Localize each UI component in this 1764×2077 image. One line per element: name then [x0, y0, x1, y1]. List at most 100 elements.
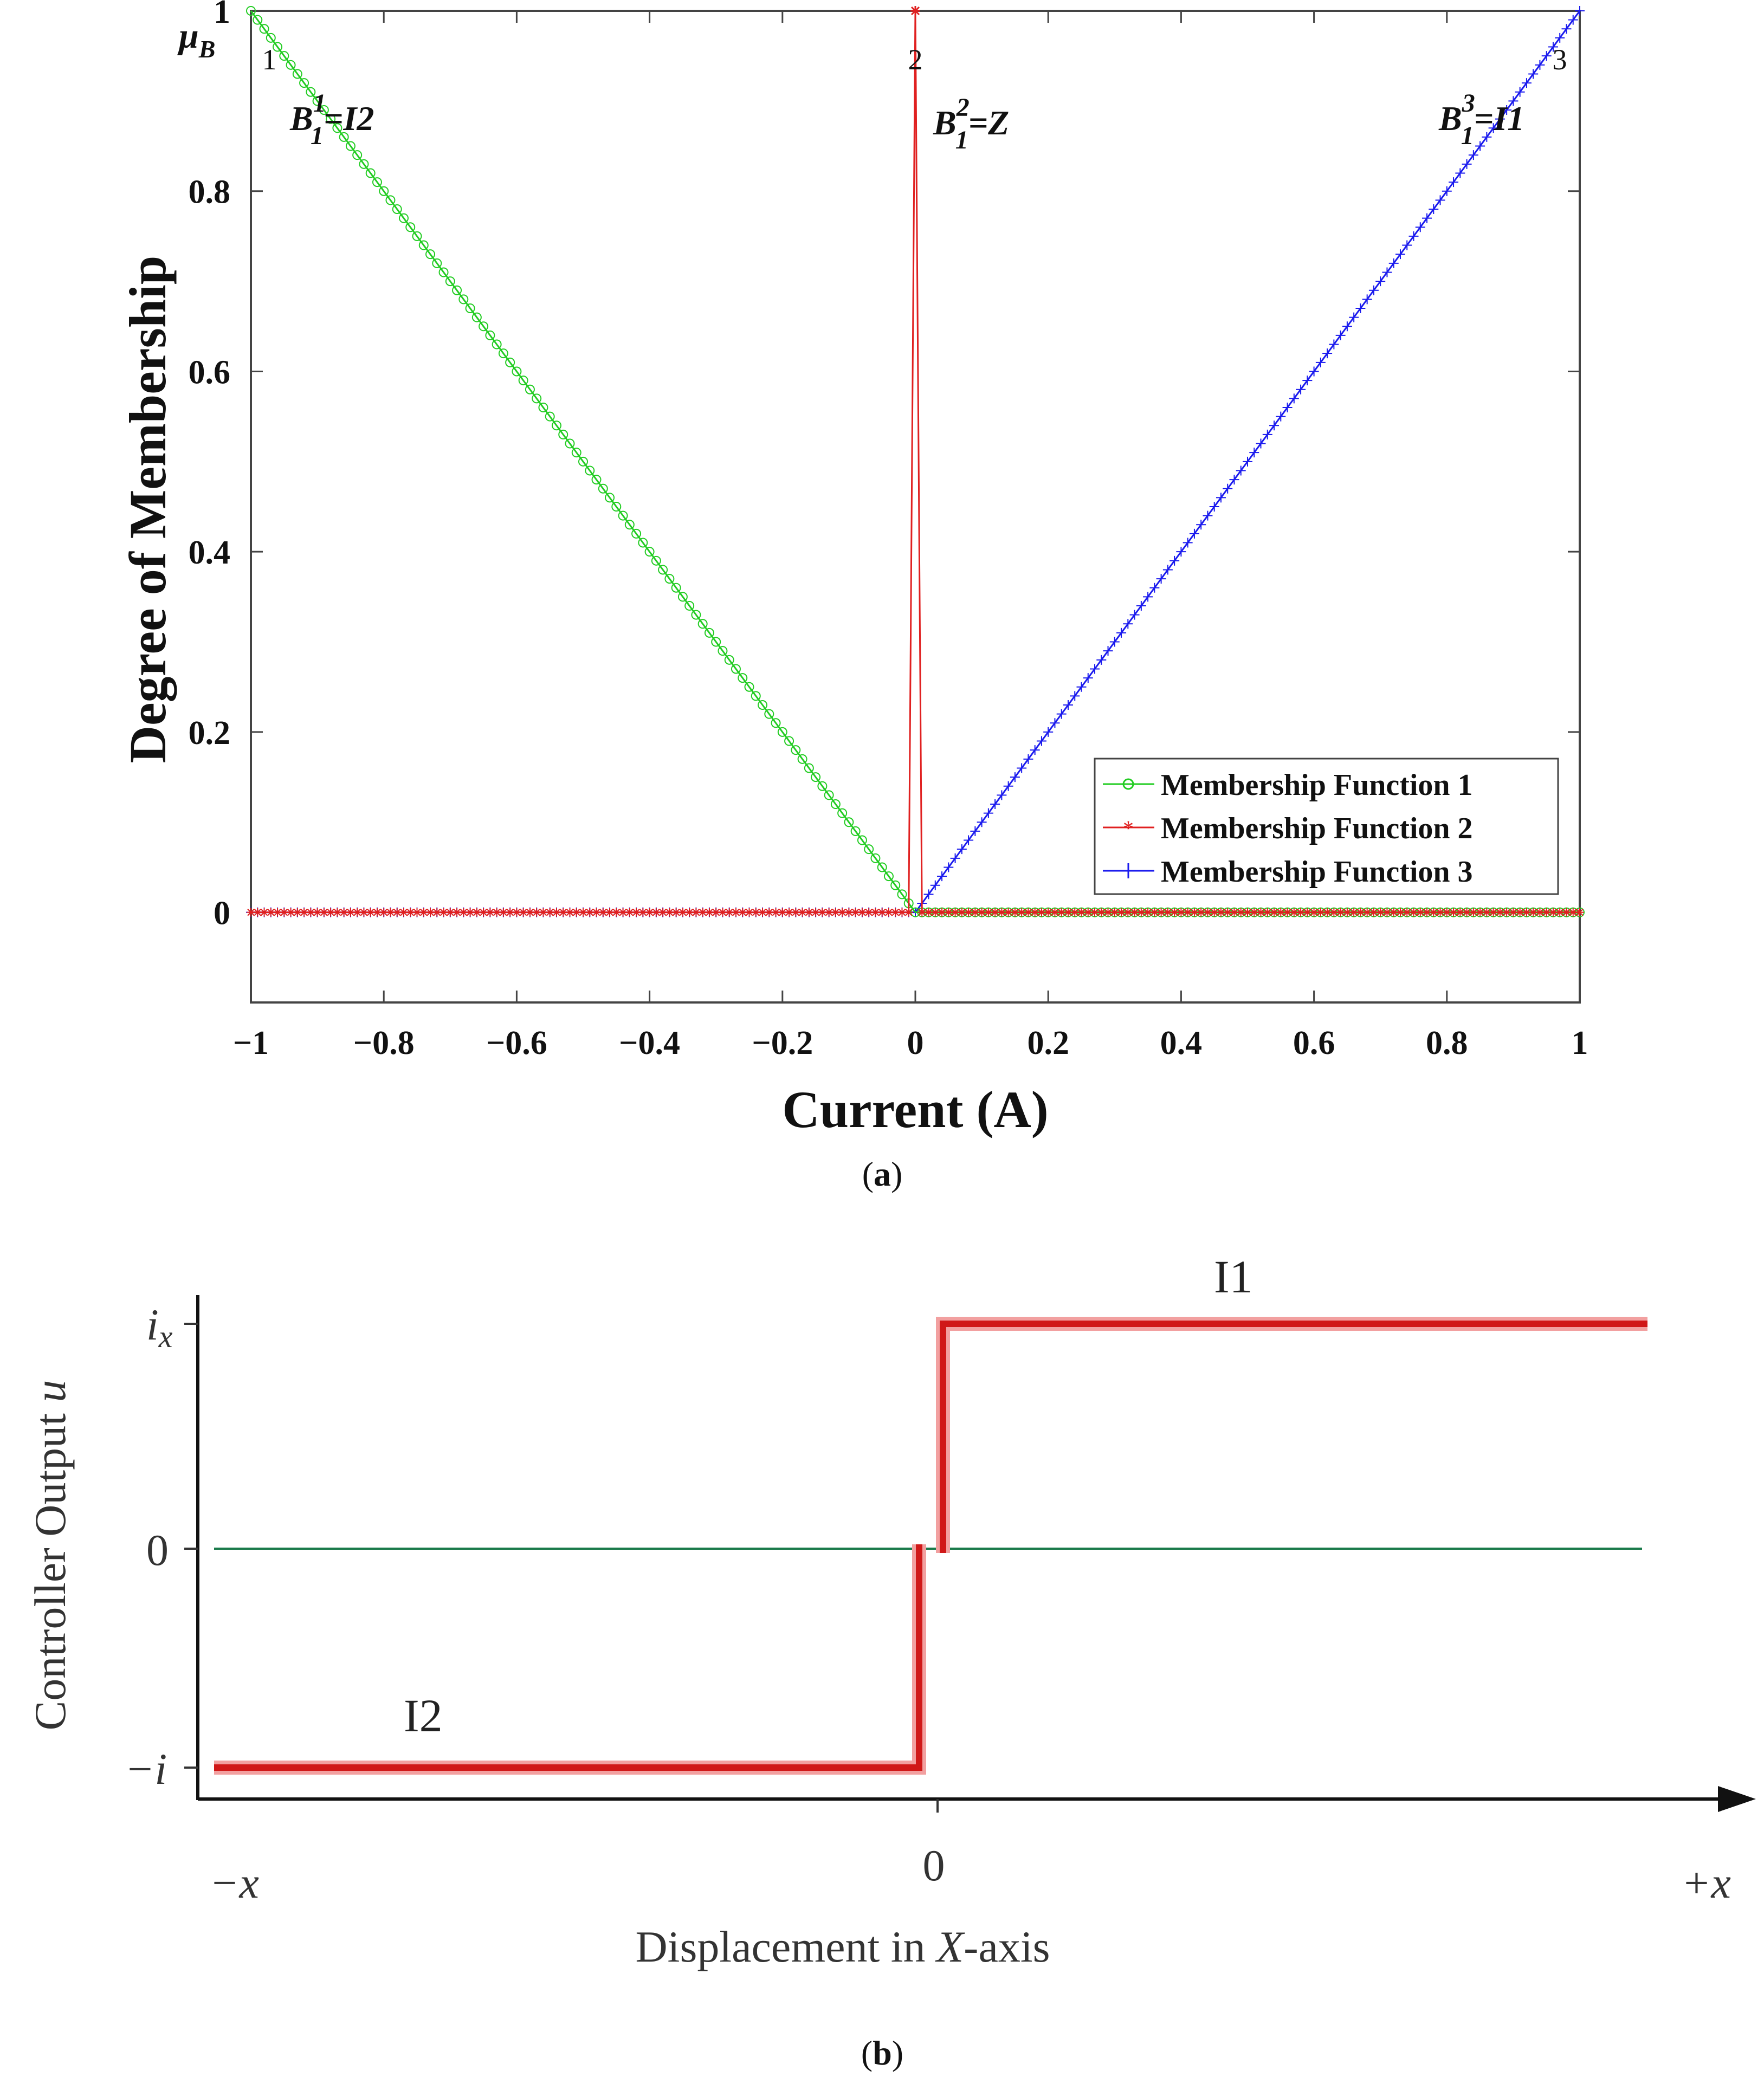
- a-marker-star: [864, 908, 874, 917]
- a-marker-star: [698, 908, 707, 917]
- a-marker-plus: [937, 871, 947, 882]
- a-marker-star: [419, 908, 428, 917]
- a-xtick-label: −1: [233, 1025, 269, 1062]
- a-legend-marker-circle-icon: [1122, 778, 1134, 790]
- a-marker-circle: [385, 195, 396, 205]
- a-marker-circle: [306, 87, 316, 97]
- a-marker-star: [300, 908, 309, 917]
- a-marker-circle: [432, 258, 442, 268]
- a-marker-star: [1395, 908, 1405, 917]
- a-marker-star: [1270, 908, 1279, 917]
- a-legend-label-1: Membership Function 1: [1161, 768, 1473, 802]
- a-marker-star: [386, 908, 395, 917]
- a-marker-plus: [1129, 610, 1140, 620]
- a-marker-star: [346, 908, 355, 917]
- a-marker-plus: [1043, 727, 1054, 737]
- a-marker-star: [359, 908, 369, 917]
- a-marker-star: [453, 908, 462, 917]
- a-marker-star: [1090, 908, 1100, 917]
- a-marker-plus: [1495, 114, 1505, 124]
- a-marker-circle: [392, 204, 402, 214]
- a-marker-circle: [811, 772, 821, 782]
- a-xtick-label: 0: [907, 1025, 924, 1062]
- a-marker-star: [1522, 908, 1531, 917]
- a-marker-plus: [1368, 285, 1379, 295]
- a-marker-star: [1303, 908, 1312, 917]
- a-marker-circle: [691, 610, 701, 620]
- a-marker-plus: [1482, 132, 1492, 142]
- a-marker-circle: [624, 520, 635, 530]
- a-marker-plus: [1329, 339, 1339, 350]
- a-marker-star: [612, 908, 621, 917]
- a-marker-star: [1442, 908, 1451, 917]
- a-marker-star: [432, 908, 442, 917]
- a-marker-circle: [658, 565, 668, 575]
- a-marker-star: [778, 908, 787, 917]
- a-marker-plus: [1269, 420, 1280, 431]
- a-marker-plus: [1209, 502, 1219, 512]
- a-marker-circle: [751, 691, 761, 701]
- a-marker-plus: [983, 808, 993, 818]
- a-marker-plus: [1535, 60, 1545, 70]
- a-marker-circle: [286, 60, 296, 70]
- a-marker-plus: [930, 880, 940, 890]
- a-marker-star: [811, 908, 820, 917]
- a-marker-circle: [312, 96, 322, 106]
- a-marker-star: [1050, 908, 1059, 917]
- a-marker-plus: [1555, 33, 1565, 43]
- a-marker-plus: [1010, 772, 1020, 782]
- a-marker-plus: [1156, 574, 1166, 584]
- a-marker-star: [1150, 908, 1159, 917]
- a-marker-star: [1476, 908, 1485, 917]
- a-marker-circle: [465, 303, 475, 313]
- a-marker-plus: [1249, 448, 1259, 458]
- a-marker-star: [1502, 908, 1511, 917]
- a-marker-star: [579, 908, 587, 917]
- a-marker-star: [1382, 908, 1392, 917]
- a-marker-circle: [618, 510, 628, 521]
- a-set-label-1: B1 1=I2: [289, 89, 374, 150]
- a-marker-star: [339, 908, 348, 917]
- a-marker-star: [758, 908, 767, 917]
- a-marker-star: [1236, 908, 1245, 917]
- a-marker-star: [1190, 908, 1199, 917]
- a-xtick-label: −0.4: [619, 1025, 680, 1062]
- a-marker-plus: [1488, 123, 1498, 133]
- a-marker-star: [651, 908, 661, 917]
- a-marker-plus: [1149, 583, 1160, 593]
- a-legend-box: [1094, 758, 1559, 895]
- a-marker-plus: [964, 835, 974, 845]
- a-marker-circle: [259, 24, 269, 34]
- a-marker-circle: [738, 673, 748, 683]
- a-marker-circle: [758, 700, 768, 710]
- a-marker-circle: [471, 312, 482, 322]
- a-marker-plus: [1216, 493, 1226, 503]
- a-marker-star: [1509, 908, 1518, 917]
- a-marker-star: [831, 908, 840, 917]
- panel-b: ix 0 −i −x 0 +x Controller Output u Disp…: [25, 1251, 1756, 2072]
- a-marker-star: [638, 908, 648, 917]
- a-marker-circle: [724, 655, 734, 665]
- a-marker-star: [891, 908, 900, 917]
- a-marker-star: [372, 908, 382, 917]
- a-marker-star: [678, 908, 687, 917]
- a-marker-star: [738, 908, 747, 917]
- a-marker-circle: [578, 456, 588, 467]
- a-marker-star: [1070, 908, 1080, 917]
- a-marker-star: [1316, 908, 1325, 917]
- a-marker-star: [1083, 908, 1093, 917]
- a-marker-star: [266, 908, 275, 917]
- a-marker-plus: [1322, 348, 1333, 359]
- a-marker-star: [439, 908, 448, 917]
- a-marker-star: [293, 908, 302, 917]
- a-marker-star: [1342, 908, 1352, 917]
- a-xtick-label: 0.8: [1426, 1025, 1468, 1062]
- a-marker-circle: [883, 871, 894, 882]
- a-ytick-label: 1: [214, 0, 230, 30]
- a-marker-star: [1057, 908, 1066, 917]
- a-marker-star: [1030, 908, 1039, 917]
- a-marker-plus: [1036, 736, 1046, 746]
- a-marker-plus: [1309, 366, 1319, 377]
- a-marker-star: [824, 908, 833, 917]
- a-marker-star: [392, 908, 402, 917]
